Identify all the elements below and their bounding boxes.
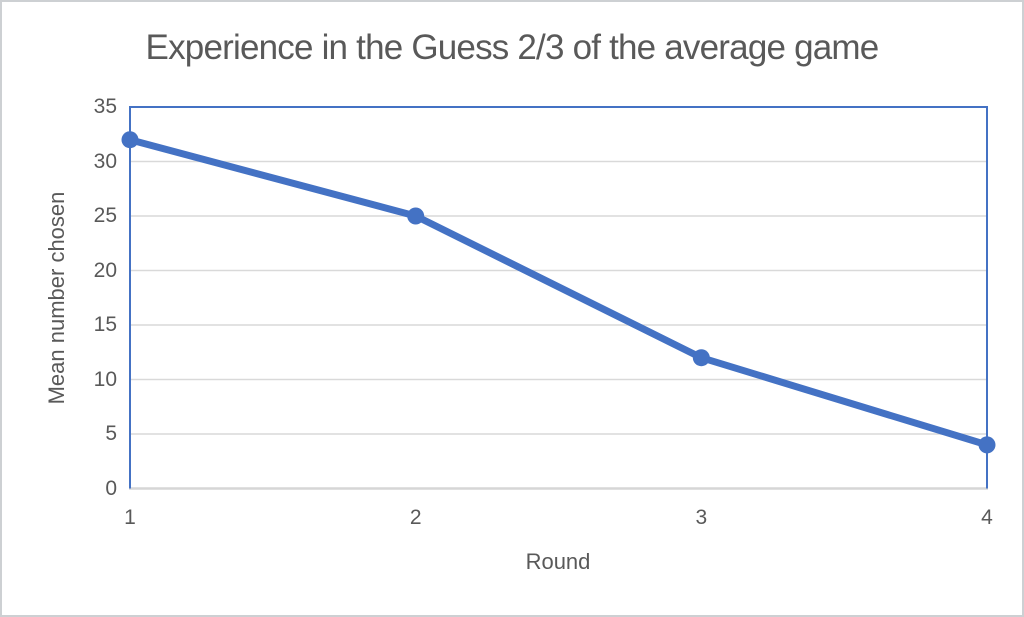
- data-point-marker: [978, 436, 996, 454]
- series-line: [126, 136, 991, 449]
- x-axis-title: Round: [525, 549, 591, 574]
- y-tick-label: 15: [93, 313, 117, 336]
- x-tick-label: 4: [981, 506, 993, 529]
- data-point-marker: [692, 349, 710, 367]
- y-tick-label: 10: [93, 367, 117, 391]
- data-point-marker: [121, 131, 139, 149]
- plot-border: [129, 106, 988, 489]
- data-point-marker: [407, 207, 425, 225]
- y-tick-label: 30: [93, 149, 117, 173]
- y-tick-label: 5: [105, 422, 117, 445]
- x-tick-label: 2: [409, 506, 422, 529]
- x-tick-label: 1: [124, 506, 136, 529]
- y-tick-label: 35: [93, 95, 117, 118]
- y-axis-title: Mean number chosen: [44, 191, 69, 405]
- y-tick-label: 20: [93, 258, 117, 282]
- x-tick-label: 3: [695, 506, 708, 529]
- y-tick-label: 0: [105, 476, 117, 500]
- y-tick-label: 25: [93, 204, 117, 227]
- chart-title: Experience in the Guess 2/3 of the avera…: [145, 28, 880, 67]
